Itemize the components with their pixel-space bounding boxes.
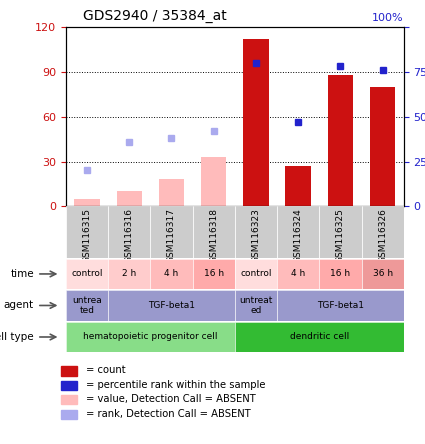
Text: hematopoietic progenitor cell: hematopoietic progenitor cell	[83, 333, 218, 341]
Text: 4 h: 4 h	[291, 270, 305, 278]
FancyBboxPatch shape	[193, 206, 235, 258]
Text: 16 h: 16 h	[204, 270, 224, 278]
Text: GSM116326: GSM116326	[378, 208, 387, 263]
Text: = count: = count	[86, 365, 125, 376]
Text: TGF-beta1: TGF-beta1	[148, 301, 195, 310]
Bar	[62, 410, 77, 419]
Text: GSM116316: GSM116316	[125, 208, 134, 263]
Text: GSM116318: GSM116318	[209, 208, 218, 263]
Bar	[286, 166, 311, 206]
FancyBboxPatch shape	[150, 206, 193, 258]
Bar	[116, 191, 142, 206]
Text: = percentile rank within the sample: = percentile rank within the sample	[86, 380, 266, 390]
Text: untrea
ted: untrea ted	[72, 296, 102, 315]
Bar	[328, 75, 353, 206]
Bar	[159, 179, 184, 206]
Text: = rank, Detection Call = ABSENT: = rank, Detection Call = ABSENT	[86, 408, 251, 419]
Text: cell type: cell type	[0, 332, 34, 342]
Text: 2 h: 2 h	[122, 270, 136, 278]
Text: 16 h: 16 h	[330, 270, 351, 278]
Text: TGF-beta1: TGF-beta1	[317, 301, 364, 310]
Text: GSM116324: GSM116324	[294, 208, 303, 263]
Text: control: control	[71, 270, 103, 278]
Text: untreat
ed: untreat ed	[239, 296, 272, 315]
Text: GSM116325: GSM116325	[336, 208, 345, 263]
Text: control: control	[240, 270, 272, 278]
Bar	[201, 157, 227, 206]
FancyBboxPatch shape	[319, 206, 362, 258]
FancyBboxPatch shape	[277, 206, 319, 258]
FancyBboxPatch shape	[235, 206, 277, 258]
FancyBboxPatch shape	[66, 206, 108, 258]
Text: agent: agent	[4, 301, 34, 310]
Text: GSM116317: GSM116317	[167, 208, 176, 263]
Bar	[62, 395, 77, 404]
Bar	[74, 199, 99, 206]
Text: 36 h: 36 h	[373, 270, 393, 278]
Text: = value, Detection Call = ABSENT: = value, Detection Call = ABSENT	[86, 394, 256, 404]
FancyBboxPatch shape	[108, 206, 150, 258]
Bar	[62, 381, 77, 390]
FancyBboxPatch shape	[362, 206, 404, 258]
Bar	[243, 39, 269, 206]
Text: 100%: 100%	[372, 13, 404, 23]
Bar	[370, 87, 395, 206]
Bar	[62, 366, 77, 376]
Text: time: time	[10, 269, 34, 279]
Text: GSM116315: GSM116315	[82, 208, 91, 263]
Text: GSM116323: GSM116323	[252, 208, 261, 263]
Text: GDS2940 / 35384_at: GDS2940 / 35384_at	[83, 9, 227, 23]
Text: 4 h: 4 h	[164, 270, 178, 278]
Text: dendritic cell: dendritic cell	[290, 333, 349, 341]
